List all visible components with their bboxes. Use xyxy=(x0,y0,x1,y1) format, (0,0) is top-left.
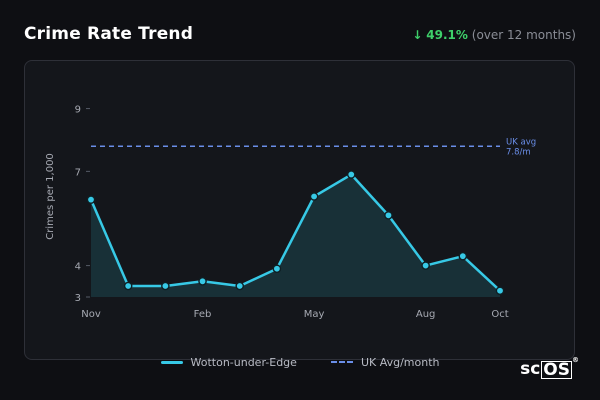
chart-card xyxy=(24,60,575,360)
y-tick-label: 7 xyxy=(75,167,81,178)
trend-summary: ↓ 49.1% (over 12 months) xyxy=(412,28,576,42)
trend-down-arrow-icon: ↓ xyxy=(412,28,423,42)
chart-title: Crime Rate Trend xyxy=(24,24,194,44)
x-tick-label: Aug xyxy=(416,309,436,320)
x-tick-label: May xyxy=(304,309,325,320)
data-point xyxy=(421,261,430,270)
logo-registered-mark: ® xyxy=(572,356,579,364)
legend-series-swatch xyxy=(160,360,183,364)
data-point xyxy=(198,276,207,286)
data-point xyxy=(123,281,133,291)
y-tick-label: 9 xyxy=(75,105,81,116)
data-point xyxy=(161,281,170,291)
y-axis-label: Crimes per 1,000 xyxy=(45,153,56,240)
trend-period-note: (over 12 months) xyxy=(471,28,576,42)
data-point xyxy=(458,251,468,261)
chart-header: Crime Rate Trend ↓ 49.1% (over 12 months… xyxy=(24,24,576,50)
data-point xyxy=(309,192,319,201)
data-point xyxy=(384,211,393,220)
legend-item-series[interactable]: Wotton-under-Edge xyxy=(160,353,297,371)
data-point xyxy=(86,195,96,204)
legend-item-reference[interactable]: UK Avg/month xyxy=(330,353,440,371)
x-tick-label: Oct xyxy=(491,309,508,320)
data-point xyxy=(346,170,356,179)
trend-percentage: 49.1% xyxy=(426,28,468,42)
brand-logo: sc OS ® xyxy=(520,356,579,380)
reference-label-line1: UK avg xyxy=(506,137,536,147)
chart-legend: Wotton-under-Edge UK Avg/month xyxy=(0,353,600,371)
logo-text-part2: OS xyxy=(541,360,572,380)
x-tick-label: Nov xyxy=(81,309,101,320)
y-tick-label: 3 xyxy=(75,293,81,304)
data-point xyxy=(272,264,282,274)
x-tick-label: Feb xyxy=(194,309,212,320)
series-area-fill xyxy=(91,174,500,297)
logo-text-part1: sc xyxy=(520,359,541,379)
legend-reference-label: UK Avg/month xyxy=(360,355,440,369)
legend-series-label: Wotton-under-Edge xyxy=(190,355,297,369)
y-tick-label: 4 xyxy=(75,262,81,273)
data-point xyxy=(235,281,245,291)
data-point xyxy=(495,286,505,296)
legend-reference-swatch xyxy=(330,361,353,363)
series-line-wotton-under-edge xyxy=(89,173,502,292)
reference-label-line2: 7.8/m xyxy=(506,147,531,157)
